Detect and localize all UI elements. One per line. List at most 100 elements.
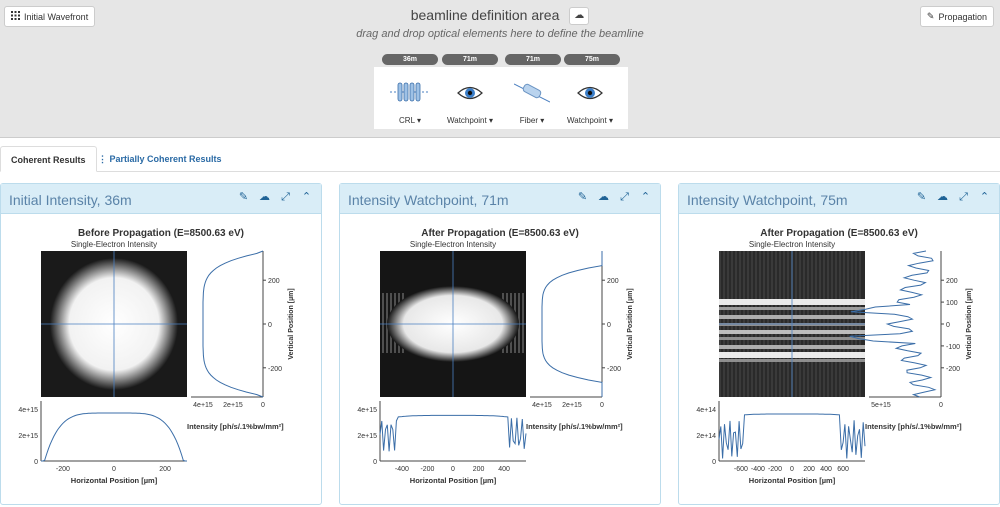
y-tick-label: 0 (268, 322, 272, 329)
cloud-download-icon[interactable]: ☁ (259, 191, 270, 203)
intensity-tick-label: 2e+15 (18, 433, 38, 440)
x-tick-label: -600 (734, 466, 748, 473)
intensity-tick-label: 2e+15 (223, 402, 243, 409)
intensity-tick-label: 0 (34, 459, 38, 466)
position-badge: 71m (505, 54, 561, 65)
chevron-up-icon[interactable]: ⌃ (301, 191, 312, 203)
x-tick-label: 400 (498, 466, 510, 473)
beamline-element-crl[interactable]: CRL ▾ (378, 67, 442, 129)
chevron-up-icon[interactable]: ⌃ (640, 191, 651, 203)
panel-header: Intensity Watchpoint, 75m ✎ ☁ ⤢ ⌃ (679, 184, 999, 214)
cloud-download-icon[interactable]: ☁ (598, 191, 609, 203)
intensity-tick-label: 0 (939, 402, 943, 409)
x-tick-label: 200 (473, 466, 485, 473)
x-axis-label: Horizontal Position [µm] (71, 476, 158, 485)
intensity-plot: After Propagation (E=8500.63 eV)Single-E… (696, 228, 973, 485)
intensity-axis-label: Intensity [ph/s/.1%bw/mm²] (865, 422, 962, 431)
expand-icon[interactable]: ⤢ (281, 191, 290, 203)
y-tick-label: -100 (946, 344, 960, 351)
tab-coherent-results[interactable]: Coherent Results (0, 146, 97, 172)
y-axis-label: Vertical Position [µm] (966, 288, 973, 359)
intensity-tick-label: 0 (712, 459, 716, 466)
plot-subtitle: Single-Electron Intensity (749, 240, 835, 249)
beamline-element-watchpoint[interactable]: Watchpoint ▾ (438, 67, 502, 129)
plot-title: Before Propagation (E=8500.63 eV) (78, 228, 244, 239)
expand-icon[interactable]: ⤢ (959, 191, 968, 203)
y-tick-label: 0 (946, 322, 950, 329)
x-axis-label: Horizontal Position [µm] (410, 476, 497, 485)
y-axis-label: Vertical Position [µm] (627, 288, 634, 359)
x-tick-label: -200 (420, 466, 434, 473)
intensity-tick-label: 2e+15 (357, 433, 377, 440)
fiber-icon (513, 83, 551, 103)
panel-header: Intensity Watchpoint, 71m ✎ ☁ ⤢ ⌃ (340, 184, 660, 214)
horizontal-profile-curve (41, 412, 187, 462)
x-tick-label: 0 (790, 466, 794, 473)
crl-lens-icon (390, 82, 430, 102)
y-tick-label: 100 (946, 300, 958, 307)
x-tick-label: 200 (159, 466, 171, 473)
grid-icon (11, 11, 20, 22)
position-badge: 71m (442, 54, 498, 65)
x-tick-label: -400 (395, 466, 409, 473)
x-tick-label: -200 (768, 466, 782, 473)
plot-subtitle: Single-Electron Intensity (410, 240, 496, 249)
result-panel: Intensity Watchpoint, 75m ✎ ☁ ⤢ ⌃ After Propa… (678, 183, 1000, 505)
intensity-tick-label: 0 (600, 402, 604, 409)
intensity-axis-label: Intensity [ph/s/.1%bw/mm²] (187, 422, 284, 431)
panel-header: Initial Intensity, 36m ✎ ☁ ⤢ ⌃ (1, 184, 321, 214)
pencil-icon[interactable]: ✎ (916, 191, 927, 203)
y-axis-label: Vertical Position [µm] (288, 288, 295, 359)
eye-icon (577, 86, 603, 100)
x-tick-label: 0 (112, 466, 116, 473)
beamline-element-watchpoint[interactable]: Watchpoint ▾ (558, 67, 622, 129)
chevron-up-icon[interactable]: ⌃ (979, 191, 990, 203)
cloud-download-icon[interactable]: ☁ (937, 191, 948, 203)
vertical-profile-curve (849, 250, 937, 398)
x-axis-label: Horizontal Position [µm] (749, 476, 836, 485)
position-badge: 36m (382, 54, 438, 65)
results-tabs: Coherent Results ⋮ Partially Coherent Re… (0, 146, 1000, 172)
y-tick-label: 200 (946, 278, 958, 285)
intensity-tick-label: 4e+15 (18, 407, 38, 414)
beamline-element-fiber[interactable]: Fiber ▾ (500, 67, 564, 129)
result-panel: Intensity Watchpoint, 71m ✎ ☁ ⤢ ⌃ After Propa… (339, 183, 661, 505)
cloud-upload-icon[interactable]: ☁ (569, 7, 590, 26)
intensity-tick-label: 4e+15 (357, 407, 377, 414)
result-panel: Initial Intensity, 36m ✎ ☁ ⤢ ⌃ Before Propaga… (0, 183, 322, 505)
position-badge: 75m (564, 54, 620, 65)
intensity-plot: After Propagation (E=8500.63 eV)Single-E… (357, 228, 634, 485)
intensity-tick-label: 2e+14 (696, 433, 716, 440)
vertical-profile-curve (541, 251, 603, 397)
pencil-icon[interactable]: ✎ (238, 191, 249, 203)
vertical-ellipsis-icon: ⋮ (98, 154, 107, 164)
x-tick-label: -400 (751, 466, 765, 473)
y-tick-label: -200 (607, 366, 621, 373)
pencil-icon: ✎ (926, 11, 935, 21)
eye-icon (457, 86, 483, 100)
x-tick-label: 200 (803, 466, 815, 473)
beamline-hint: drag and drop optical elements here to d… (356, 28, 644, 40)
propagation-button[interactable]: ✎ Propagation (919, 6, 994, 27)
expand-icon[interactable]: ⤢ (620, 191, 629, 203)
vertical-profile-curve (202, 250, 264, 398)
plot-subtitle: Single-Electron Intensity (71, 240, 157, 249)
plot-title: After Propagation (E=8500.63 eV) (421, 228, 579, 239)
intensity-tick-label: 4e+15 (193, 402, 213, 409)
intensity-tick-label: 2e+15 (562, 402, 582, 409)
intensity-plot: Before Propagation (E=8500.63 eV)Single-… (18, 228, 295, 485)
tab-partially-coherent-results[interactable]: ⋮ Partially Coherent Results (98, 154, 222, 164)
intensity-tick-label: 4e+14 (696, 407, 716, 414)
panel-title: Intensity Watchpoint, 71m (348, 192, 509, 208)
y-tick-label: 200 (268, 278, 280, 285)
intensity-tick-label: 4e+15 (532, 402, 552, 409)
intensity-tick-label: 0 (373, 459, 377, 466)
plot-title: After Propagation (E=8500.63 eV) (760, 228, 918, 239)
y-tick-label: 200 (607, 278, 619, 285)
initial-wavefront-button[interactable]: Initial Wavefront (4, 6, 96, 27)
intensity-tick-label: 5e+15 (871, 402, 891, 409)
beamline-elements: CRL ▾ Watchpoint ▾ Fiber ▾ Watchpoint ▾ (374, 67, 628, 129)
y-tick-label: -200 (946, 366, 960, 373)
intensity-tick-label: 0 (261, 402, 265, 409)
pencil-icon[interactable]: ✎ (577, 191, 588, 203)
